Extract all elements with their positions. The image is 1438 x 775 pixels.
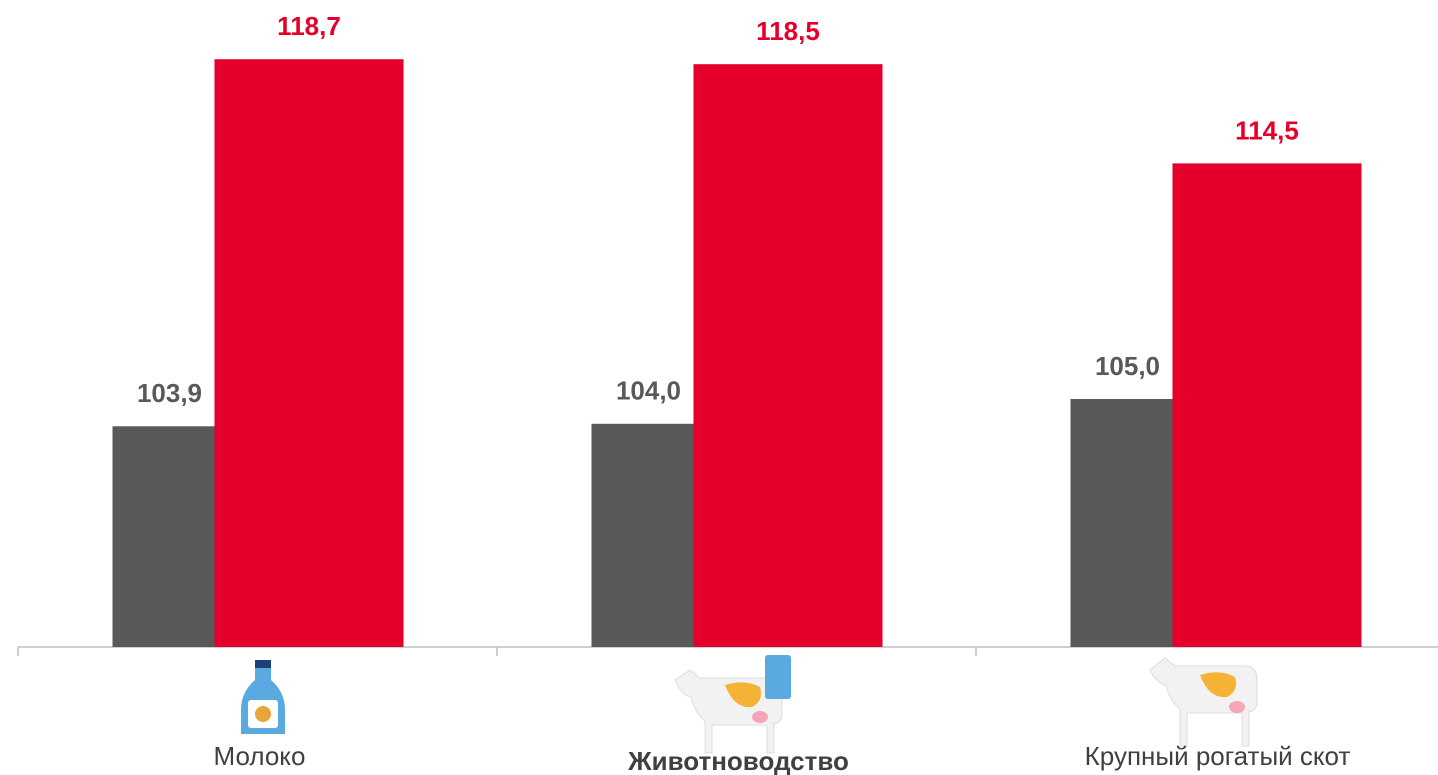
cow-udder <box>1229 701 1245 713</box>
bar <box>1070 399 1173 647</box>
cow-udder <box>752 711 768 723</box>
bottle-cap <box>255 660 271 668</box>
x-tick-label: Животноводство <box>627 746 849 775</box>
value-label: 114,5 <box>1235 115 1299 145</box>
milk-can <box>765 655 791 699</box>
milk-icon <box>241 660 285 734</box>
value-label: 118,5 <box>756 16 820 46</box>
cow-spot <box>1200 672 1236 698</box>
cow-icon <box>1149 657 1258 747</box>
bar <box>1172 163 1362 647</box>
cow-spot <box>725 682 761 708</box>
cow-icon <box>674 655 791 754</box>
bar <box>214 59 404 648</box>
bar <box>693 64 883 647</box>
bar <box>112 426 215 647</box>
x-tick-label: Крупный рогатый скот <box>1085 741 1351 771</box>
value-label: 105,0 <box>1095 351 1160 381</box>
bar <box>591 423 694 647</box>
value-label: 118,7 <box>277 11 341 41</box>
value-label: 104,0 <box>616 376 681 406</box>
cow-face <box>255 706 271 722</box>
x-tick-label: Молоко <box>214 741 306 771</box>
axis <box>17 646 1438 656</box>
value-label: 103,9 <box>137 378 202 408</box>
